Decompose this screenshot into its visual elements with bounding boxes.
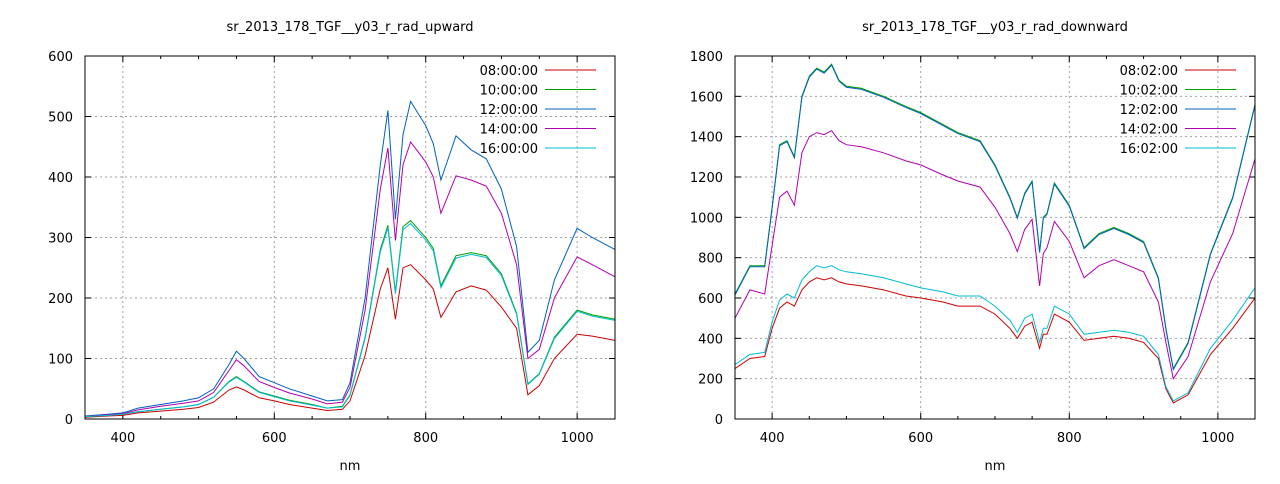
legend-label: 12:02:00 <box>1120 103 1178 118</box>
y-tick-label: 600 <box>698 292 723 307</box>
y-tick-label: 400 <box>698 332 723 347</box>
y-tick-label: 200 <box>48 292 73 307</box>
legend-label: 10:00:00 <box>480 84 538 99</box>
y-tick-label: 300 <box>48 232 73 247</box>
x-tick-label: 1000 <box>561 431 594 446</box>
series-line-1 <box>85 264 615 418</box>
chart-panel-2: sr_2013_178_TGF__y03_r_rad_downward 0 200 4… <box>690 20 1256 474</box>
series-line-3 <box>85 100 615 417</box>
legend-label: 12:00:00 <box>480 103 538 118</box>
series-line-3 <box>735 64 1255 372</box>
plot-frame <box>734 55 1256 420</box>
x-tick-label: 600 <box>908 431 933 446</box>
x-axis-label: nm <box>340 459 361 474</box>
y-tick-label: 600 <box>48 50 73 65</box>
y-tick-label: 200 <box>698 373 723 388</box>
legend-label: 08:02:00 <box>1120 64 1178 79</box>
plot-frame <box>84 55 616 420</box>
y-tick-label: 400 <box>48 171 73 186</box>
series-line-4 <box>735 129 1255 380</box>
x-tick-label: 400 <box>110 431 135 446</box>
y-tick-label: 500 <box>48 111 73 126</box>
y-tick-label: 1800 <box>690 50 723 65</box>
x-tick-label: 800 <box>413 431 438 446</box>
x-axis-label: nm <box>985 459 1006 474</box>
y-tick-label: 1000 <box>690 211 723 226</box>
x-tick-label: 800 <box>1057 431 1082 446</box>
y-tick-label: 800 <box>698 252 723 267</box>
chart-title: sr_2013_178_TGF__y03_r_rad_downward <box>862 20 1128 35</box>
y-tick-label: 1600 <box>690 90 723 105</box>
legend-label: 16:02:00 <box>1120 142 1178 157</box>
chart-title: sr_2013_178_TGF__y03_r_rad_upward <box>226 20 473 35</box>
series-line-1 <box>735 277 1255 404</box>
chart-panel-1: sr_2013_178_TGF__y03_r_rad_upward 0 100 200… <box>48 20 616 474</box>
y-tick-label: 0 <box>715 413 723 428</box>
x-tick-label: 600 <box>262 431 287 446</box>
series-group <box>85 100 615 418</box>
series-line-5 <box>85 222 615 418</box>
y-tick-label: 0 <box>65 413 73 428</box>
series-line-5 <box>735 265 1255 402</box>
legend-label: 14:00:00 <box>480 123 538 138</box>
legend-label: 16:00:00 <box>480 142 538 157</box>
y-tick-label: 1400 <box>690 131 723 146</box>
legend-label: 14:02:00 <box>1120 123 1178 138</box>
y-tick-label: 100 <box>48 353 73 368</box>
legend-label: 08:00:00 <box>480 64 538 79</box>
legend-label: 10:02:00 <box>1120 84 1178 99</box>
x-tick-label: 1000 <box>1201 431 1234 446</box>
x-tick-label: 400 <box>760 431 785 446</box>
series-group <box>735 63 1255 404</box>
series-line-4 <box>85 140 615 418</box>
y-tick-label: 1200 <box>690 171 723 186</box>
